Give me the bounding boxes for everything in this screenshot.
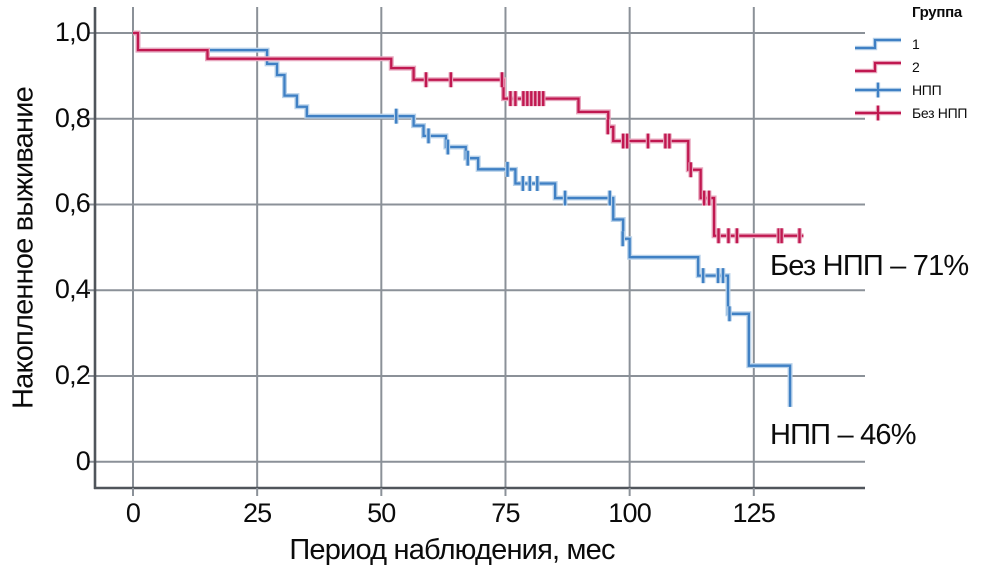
legend-item-1: 1 [853, 32, 985, 55]
legend-item-Без НПП: Без НПП [853, 101, 985, 124]
x-tick-label: 25 [242, 498, 272, 528]
y-tick-label: 0,2 [54, 359, 91, 390]
legend-glyph-stroke [855, 61, 901, 72]
legend-item-label: 2 [912, 58, 920, 75]
legend-title: Группа [912, 4, 962, 21]
legend-item-label: НПП [912, 81, 942, 98]
step-line-icon [855, 60, 901, 73]
x-axis-title: Период наблюдения, мес [289, 534, 615, 566]
legend-item-НПП: НПП [853, 78, 985, 101]
x-tick-label: 125 [732, 498, 776, 528]
y-tick-label: 0,6 [54, 188, 91, 219]
survival-curve-Без НПП [133, 31, 804, 237]
legend-item-label: Без НПП [912, 104, 968, 121]
annotation-bez-npp-percent: Без НПП – 71% [770, 250, 969, 282]
x-tick-label: 0 [125, 498, 141, 528]
censor-plus-icon [855, 82, 901, 97]
censor-plus-icon [855, 105, 901, 120]
annotation-npp-percent: НПП – 46% [770, 419, 917, 451]
y-tick-label: 0 [75, 445, 91, 476]
legend-glyph-stroke [855, 37, 901, 50]
legend: Группа 1 2 НПП Без НПП [853, 4, 985, 124]
step-line-icon [855, 37, 901, 50]
legend-item-2: 2 [853, 55, 985, 78]
x-tick-label: 100 [608, 498, 651, 528]
y-tick-label: 1,0 [54, 17, 91, 47]
y-tick-label: 0,8 [54, 102, 91, 133]
x-tick-label: 75 [491, 498, 520, 528]
x-tick-label: 50 [367, 498, 396, 528]
legend-glyph-stroke [855, 60, 901, 73]
legend-glyph-stroke [855, 38, 901, 49]
legend-item-label: 1 [912, 35, 920, 52]
y-tick-label: 0,4 [54, 274, 91, 305]
survival-curve-НПП [133, 31, 792, 407]
legend-items: 1 2 НПП Без НПП [853, 32, 985, 124]
survival-curve-НПП [133, 30, 793, 407]
